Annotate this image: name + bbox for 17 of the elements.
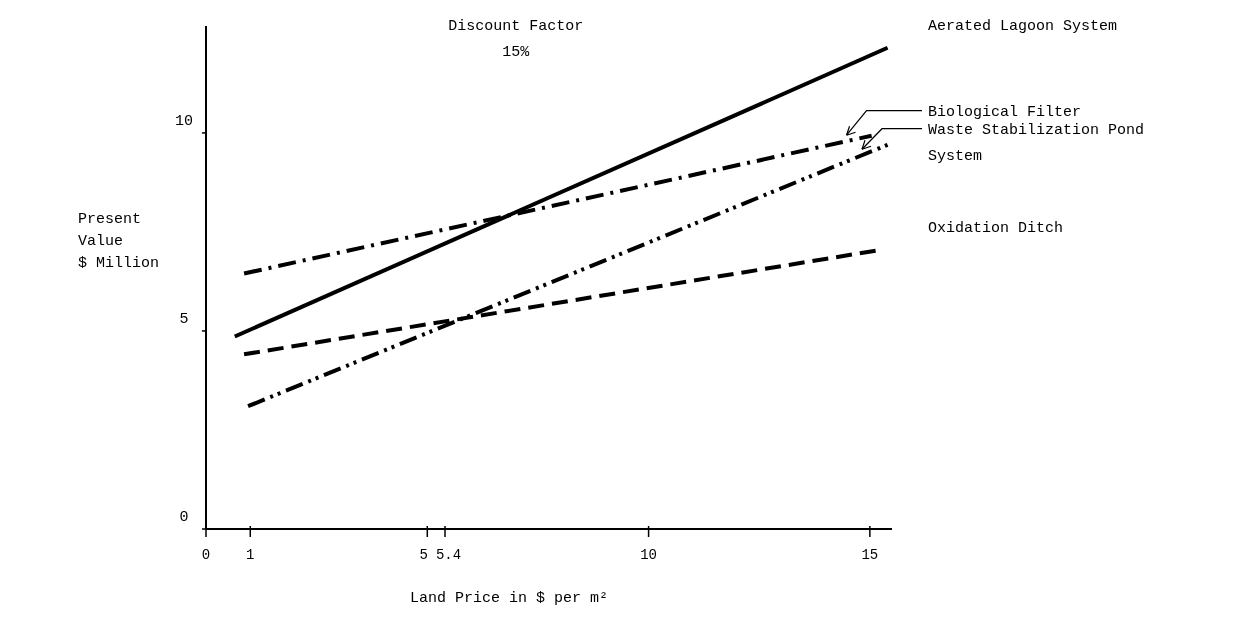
y-tick-label: 10 xyxy=(174,112,194,130)
chart-title: Discount Factor xyxy=(448,18,584,35)
x-tick-label: 5.4 xyxy=(435,547,462,563)
text: Aerated Lagoon System xyxy=(928,17,1118,35)
y-tick-label: 5 xyxy=(179,310,189,328)
y-tick-label: 0 xyxy=(179,509,189,526)
x-axis-title: Land Price in $ per m² xyxy=(409,590,609,607)
x-tick-label: 0 xyxy=(201,547,211,563)
x-tick-label: 1 xyxy=(246,547,255,563)
text: 15% xyxy=(502,44,531,61)
x-tick-label: 15 xyxy=(861,547,879,563)
x-tick-label: 10 xyxy=(640,547,657,563)
text: Waste Stabilization Pond System xyxy=(928,121,1145,165)
x-tick-label: 5 xyxy=(419,547,428,563)
text: Oxidation Ditch xyxy=(928,220,1064,238)
text: Biological Filter xyxy=(928,103,1082,121)
y-axis-title: Present Value $ Million xyxy=(78,211,160,272)
